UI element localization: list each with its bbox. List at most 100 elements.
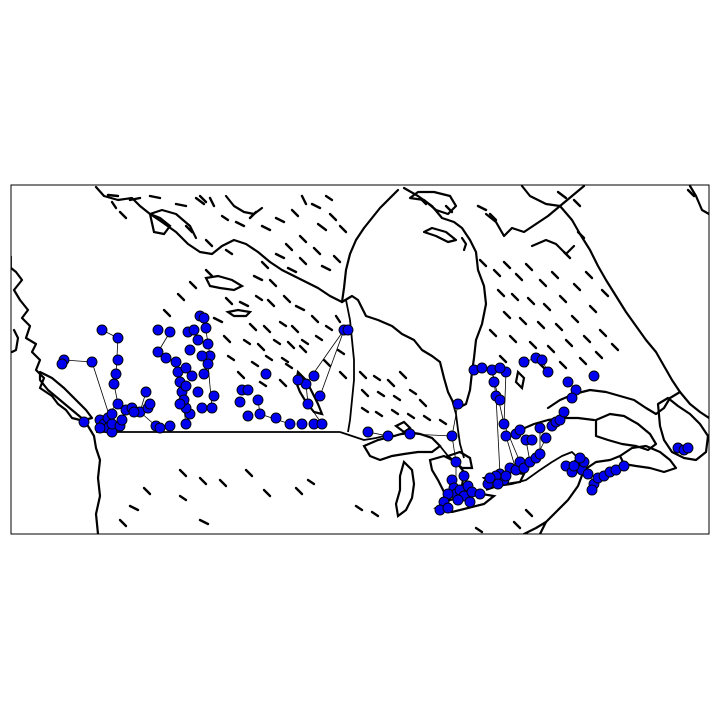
small-lake-or-island xyxy=(274,252,286,260)
network-node xyxy=(242,384,254,396)
small-lake-or-island xyxy=(474,526,484,534)
small-lake-or-island xyxy=(526,296,536,306)
small-lake-or-island xyxy=(278,320,288,328)
southampton-outline xyxy=(408,190,458,216)
ungava-coast xyxy=(484,185,586,238)
hudson-bay-west xyxy=(340,188,400,304)
small-lake-or-island xyxy=(444,204,454,214)
small-lake-or-island xyxy=(224,248,234,256)
vancouver-island xyxy=(38,370,94,422)
network-node xyxy=(382,430,394,442)
small-lake-or-island xyxy=(220,214,230,222)
network-node xyxy=(192,334,204,346)
small-lake-or-island xyxy=(524,508,534,518)
small-lake-or-island xyxy=(226,354,236,362)
small-lake-or-island xyxy=(476,204,488,212)
small-lake-or-island xyxy=(174,202,188,208)
small-lake-or-island xyxy=(556,190,568,200)
coastline-layer xyxy=(11,185,709,534)
network-node xyxy=(446,430,458,442)
small-lake-or-island xyxy=(418,398,428,408)
map-frame xyxy=(10,184,710,535)
network-node xyxy=(284,418,296,430)
small-lake-or-island xyxy=(128,196,142,202)
network-node xyxy=(196,402,208,414)
newfoundland xyxy=(656,396,709,462)
network-node xyxy=(450,456,462,468)
small-lake-or-island xyxy=(300,194,308,206)
small-lake-or-island xyxy=(438,418,448,426)
small-lake-or-island xyxy=(488,328,498,338)
small-lake-or-island xyxy=(204,268,214,278)
network-node xyxy=(314,390,326,402)
great-slave-lake xyxy=(204,274,245,292)
network-node xyxy=(196,350,208,362)
small-lake-or-island xyxy=(106,193,120,198)
baffin-south xyxy=(520,185,562,208)
small-lake-or-island xyxy=(248,322,258,332)
small-lake-or-island xyxy=(572,282,582,292)
network-node xyxy=(494,394,506,406)
network-node xyxy=(164,326,176,338)
small-lake-or-island xyxy=(542,302,552,312)
small-lake-or-island xyxy=(218,478,228,488)
small-lake-or-island xyxy=(550,270,560,280)
small-lake-or-island xyxy=(272,338,282,346)
small-lake-or-island xyxy=(360,406,370,414)
pacific-coastline xyxy=(11,266,102,534)
small-lake-or-island xyxy=(360,388,370,398)
network-node xyxy=(160,352,172,364)
small-lake-or-island xyxy=(298,234,308,244)
small-lake-or-island xyxy=(370,510,380,518)
network-node xyxy=(116,414,128,426)
network-node xyxy=(534,422,546,434)
small-lake-or-island xyxy=(198,476,208,486)
small-lake-or-island xyxy=(294,304,306,312)
small-lake-or-island xyxy=(478,258,488,268)
small-lake-or-island xyxy=(298,344,308,354)
small-lake-or-island xyxy=(316,222,328,232)
hudson-bay-coast xyxy=(340,186,488,410)
small-lake-or-island xyxy=(584,270,594,280)
small-lake-or-island xyxy=(558,294,568,304)
small-lake-or-island xyxy=(358,370,368,380)
small-lake-or-island xyxy=(524,262,534,272)
small-lake-or-island xyxy=(262,324,272,334)
network-node xyxy=(442,502,454,514)
small-lake-or-island xyxy=(222,334,232,344)
network-node xyxy=(94,422,106,434)
network-node xyxy=(452,398,464,410)
small-lake-or-island xyxy=(290,208,300,218)
lake-athabasca xyxy=(225,308,253,318)
small-lake-or-island xyxy=(572,198,582,208)
network-node xyxy=(180,380,192,392)
small-lake-or-island xyxy=(502,260,512,270)
network-node xyxy=(152,324,164,336)
network-node xyxy=(514,424,526,436)
nova-scotia xyxy=(618,444,678,474)
network-link xyxy=(207,363,213,409)
small-lake-or-island xyxy=(244,468,254,478)
small-lake-or-island xyxy=(118,518,128,528)
network-node xyxy=(582,468,594,480)
network-node xyxy=(492,478,504,490)
small-lake-or-island xyxy=(528,340,538,350)
maine-coast xyxy=(538,454,622,534)
lake-mistassini xyxy=(514,369,526,391)
network-node xyxy=(110,368,122,380)
small-lake-or-island xyxy=(558,360,568,370)
network-node xyxy=(558,406,570,418)
network-node xyxy=(144,398,156,410)
network-node xyxy=(106,408,118,420)
small-lake-or-island xyxy=(128,504,140,512)
network-node xyxy=(488,376,500,388)
small-lake-or-island xyxy=(248,210,258,220)
labrador-bay xyxy=(530,238,576,256)
network-node xyxy=(562,376,574,388)
small-lake-or-island xyxy=(178,494,188,502)
network-node xyxy=(154,422,166,434)
network-node xyxy=(140,386,152,398)
network-node xyxy=(112,332,124,344)
small-lake-or-island xyxy=(372,374,382,382)
network-node xyxy=(112,398,124,410)
